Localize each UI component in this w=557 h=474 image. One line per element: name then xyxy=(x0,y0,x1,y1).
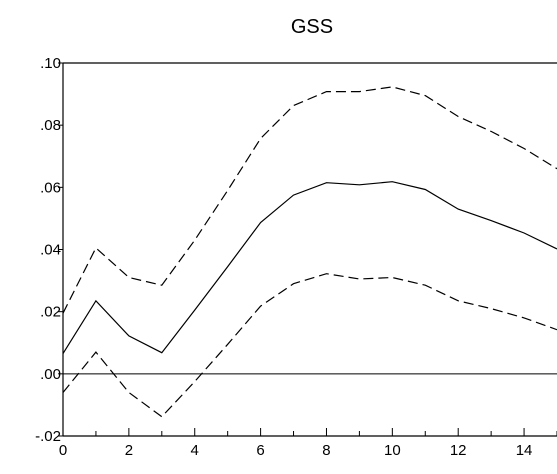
x-tick-label: 2 xyxy=(125,442,133,459)
chart-title: GSS xyxy=(291,16,333,38)
x-tick-label: 14 xyxy=(516,442,533,459)
y-tick-label: .00 xyxy=(40,366,61,383)
x-tick-label: 8 xyxy=(322,442,330,459)
response-line xyxy=(63,182,557,354)
x-tick-label: 10 xyxy=(384,442,401,459)
axes-layer: -.02 .00 .02 .04 .06 .08 .10 0 2 4 6 8 10 12 14 xyxy=(35,55,557,459)
series-layer xyxy=(63,87,557,417)
x-tick-label: 12 xyxy=(450,442,467,459)
y-tick-label: .06 xyxy=(40,179,61,196)
y-tick-label: .08 xyxy=(40,117,61,134)
y-tick-label: .04 xyxy=(40,242,61,259)
x-tick-label: 0 xyxy=(59,442,67,459)
y-tick-label: .02 xyxy=(40,304,61,321)
y-tick-label: .10 xyxy=(40,55,61,72)
confidence-band-line-2 xyxy=(63,274,557,417)
x-tick-label: 6 xyxy=(256,442,264,459)
y-tick-label: -.02 xyxy=(35,428,61,445)
x-tick-label: 4 xyxy=(191,442,199,459)
